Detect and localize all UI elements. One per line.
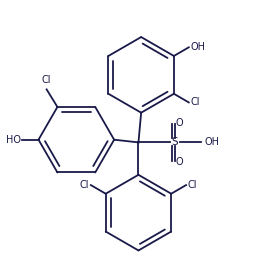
Text: Cl: Cl xyxy=(187,180,197,190)
Text: S: S xyxy=(172,137,178,147)
Text: O: O xyxy=(176,157,184,167)
Text: HO: HO xyxy=(6,135,21,145)
Text: O: O xyxy=(176,118,184,128)
Text: OH: OH xyxy=(204,137,219,147)
Text: Cl: Cl xyxy=(80,180,90,190)
Text: Cl: Cl xyxy=(190,98,200,107)
Text: Cl: Cl xyxy=(42,75,51,85)
Text: OH: OH xyxy=(190,42,205,52)
